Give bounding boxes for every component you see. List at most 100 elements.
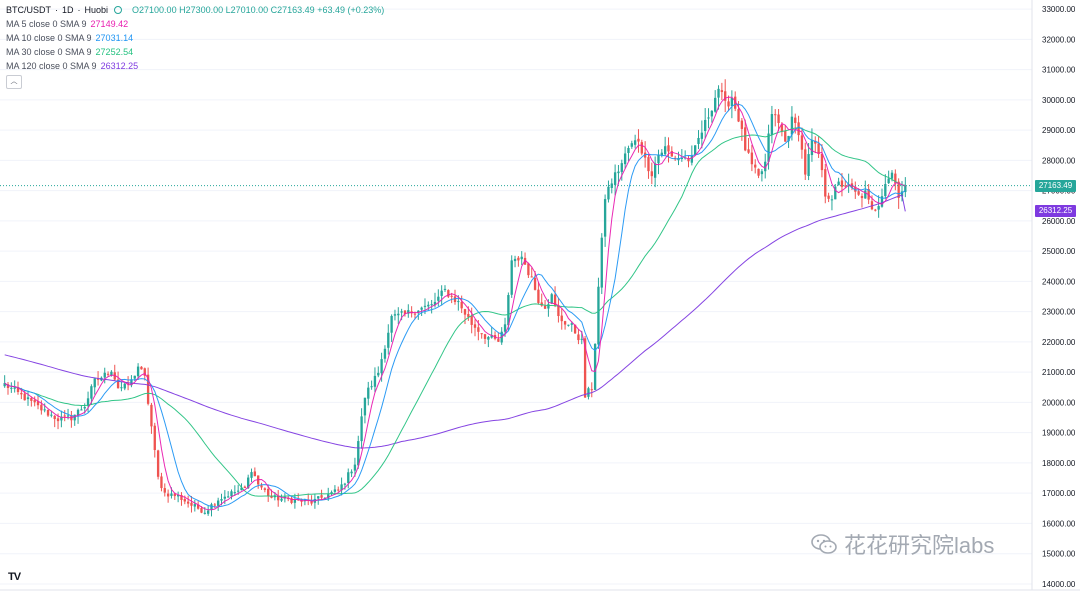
candle-body bbox=[216, 500, 220, 506]
candle-body bbox=[43, 409, 46, 411]
candle-body bbox=[467, 314, 470, 317]
candle-body bbox=[840, 180, 844, 187]
candle-body bbox=[153, 425, 156, 451]
candle-body bbox=[750, 152, 754, 165]
candle-body bbox=[193, 504, 196, 507]
candle-body bbox=[697, 137, 700, 144]
candle-body bbox=[480, 333, 483, 335]
candle-body bbox=[20, 392, 23, 395]
candle-body bbox=[130, 379, 133, 386]
candle-body bbox=[413, 313, 417, 315]
candle-body bbox=[814, 140, 817, 144]
candle-body bbox=[894, 173, 897, 184]
candle-body bbox=[337, 489, 340, 491]
watermark: 花花研究院labs bbox=[810, 528, 994, 560]
candle-body bbox=[347, 472, 350, 484]
candle-body bbox=[6, 384, 10, 388]
ma-label[interactable]: MA 120 close 0 SMA 9 bbox=[6, 61, 97, 71]
candle-body bbox=[243, 486, 247, 488]
candle-body bbox=[110, 371, 113, 376]
candle-body bbox=[687, 158, 690, 162]
ma-label[interactable]: MA 30 close 0 SMA 9 bbox=[6, 47, 92, 57]
candle-body bbox=[206, 510, 210, 514]
y-tick-label: 18000.00 bbox=[1042, 459, 1076, 468]
candle-body bbox=[377, 372, 380, 376]
candle-body bbox=[720, 90, 724, 93]
candle-body bbox=[86, 398, 90, 406]
candle-body bbox=[16, 387, 20, 393]
tradingview-logo[interactable]: TV bbox=[8, 571, 21, 583]
candle-body bbox=[727, 101, 730, 107]
candle-body bbox=[427, 304, 430, 307]
candle-body bbox=[694, 145, 697, 155]
watermark-text: 花花研究院labs bbox=[844, 533, 995, 558]
candle-body bbox=[163, 488, 166, 493]
candle-body bbox=[186, 501, 190, 504]
legend-ma-row: MA 5 close 0 SMA 9 27149.42 bbox=[6, 17, 384, 31]
candle-body bbox=[96, 378, 100, 380]
legend-ma-row: MA 10 close 0 SMA 9 27031.14 bbox=[6, 31, 384, 45]
symbol-name[interactable]: BTC/USDT bbox=[6, 5, 51, 15]
candle-body bbox=[587, 388, 590, 397]
candle-body bbox=[603, 199, 607, 237]
candle-body bbox=[30, 397, 33, 401]
candle-body bbox=[10, 387, 13, 389]
candle-body bbox=[393, 314, 397, 316]
candle-body bbox=[333, 489, 337, 492]
candle-body bbox=[220, 499, 223, 501]
candle-body bbox=[240, 487, 243, 491]
candle-body bbox=[440, 290, 443, 296]
candle-body bbox=[670, 151, 673, 157]
candle-body bbox=[580, 338, 583, 340]
candle-body bbox=[173, 493, 176, 497]
candle-body bbox=[794, 117, 797, 123]
candle-body bbox=[417, 310, 420, 314]
candle-body bbox=[60, 416, 63, 421]
candle-body bbox=[787, 135, 790, 142]
interval[interactable]: 1D bbox=[62, 5, 74, 15]
candle-body bbox=[156, 450, 160, 477]
candle-body bbox=[350, 471, 353, 474]
y-tick-label: 31000.00 bbox=[1042, 66, 1076, 75]
candle-body bbox=[583, 338, 587, 398]
candle-body bbox=[317, 496, 320, 499]
y-tick-label: 21000.00 bbox=[1042, 368, 1076, 377]
candle-body bbox=[120, 387, 123, 389]
ma-value: 27149.42 bbox=[90, 19, 129, 29]
legend-ma-row: MA 120 close 0 SMA 9 26312.25 bbox=[6, 59, 384, 73]
candle-body bbox=[223, 496, 226, 499]
candle-body bbox=[420, 307, 423, 310]
y-tick-label: 14000.00 bbox=[1042, 580, 1076, 589]
ma-label[interactable]: MA 10 close 0 SMA 9 bbox=[6, 33, 92, 43]
candle-body bbox=[280, 498, 283, 501]
legend-collapse-button[interactable]: ︿ bbox=[6, 75, 22, 89]
candle-body bbox=[553, 294, 557, 306]
candle-body bbox=[904, 185, 907, 193]
candle-body bbox=[123, 383, 126, 389]
candle-body bbox=[607, 186, 610, 200]
ma-label[interactable]: MA 5 close 0 SMA 9 bbox=[6, 19, 87, 29]
candle-body bbox=[383, 348, 387, 359]
y-tick-label: 30000.00 bbox=[1042, 96, 1076, 105]
candle-body bbox=[113, 372, 116, 380]
candle-body bbox=[136, 366, 140, 377]
candle-body bbox=[834, 186, 837, 200]
candle-body bbox=[807, 154, 810, 176]
candle-body bbox=[233, 492, 237, 494]
candle-body bbox=[90, 386, 93, 399]
candle-body bbox=[590, 389, 593, 391]
candle-body bbox=[400, 311, 403, 313]
candle-body bbox=[864, 190, 867, 199]
candle-body bbox=[817, 143, 820, 155]
candle-body bbox=[600, 237, 603, 288]
candle-body bbox=[290, 498, 293, 503]
candle-body bbox=[477, 327, 480, 332]
candle-body bbox=[784, 130, 787, 142]
candle-body bbox=[463, 309, 467, 315]
candle-body bbox=[56, 418, 60, 422]
candle-body bbox=[577, 334, 580, 341]
candle-body bbox=[560, 315, 563, 322]
candle-body bbox=[293, 499, 297, 503]
candle-body bbox=[557, 305, 560, 317]
